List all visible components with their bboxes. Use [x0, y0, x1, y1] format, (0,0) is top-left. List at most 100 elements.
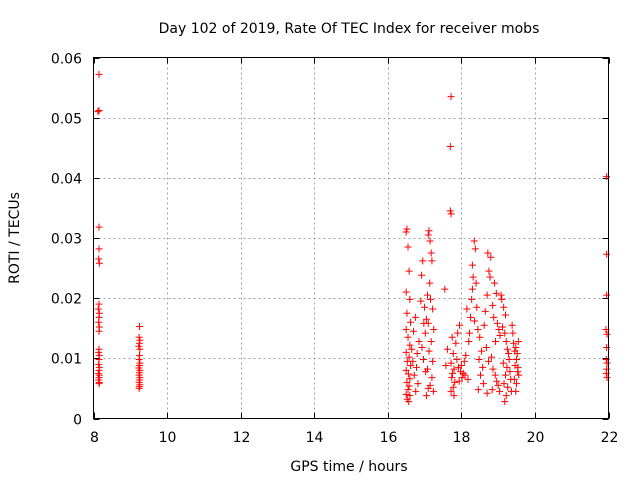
data-point: [422, 392, 430, 400]
data-point: [479, 380, 487, 388]
x-tick-label: 22: [601, 430, 619, 446]
data-point: [460, 357, 468, 365]
data-point: [419, 356, 427, 364]
data-point: [467, 313, 475, 321]
data-point: [407, 318, 415, 326]
data-point: [603, 359, 611, 367]
data-point: [95, 106, 103, 114]
data-point: [415, 337, 423, 345]
data-point: [511, 362, 519, 370]
data-point: [603, 330, 611, 338]
data-point: [136, 345, 144, 353]
data-point: [411, 313, 419, 321]
data-point: [483, 291, 491, 299]
data-point: [480, 321, 488, 329]
data-points: [94, 70, 611, 406]
data-point: [496, 387, 504, 395]
data-point: [95, 223, 103, 231]
data-point: [95, 327, 103, 335]
data-point: [406, 341, 414, 349]
data-point: [409, 357, 417, 365]
data-point: [402, 348, 410, 356]
data-point: [442, 362, 450, 370]
data-point: [502, 311, 509, 319]
data-point: [426, 295, 434, 303]
x-tick-label: 8: [90, 430, 99, 446]
data-point: [496, 331, 504, 339]
y-tick-label: 0.03: [51, 232, 82, 248]
data-point: [426, 237, 434, 245]
data-point: [95, 245, 103, 253]
y-tick-label: 0.05: [51, 112, 82, 128]
data-point: [424, 231, 432, 239]
data-point: [405, 398, 413, 406]
x-tick-label: 12: [233, 430, 251, 446]
data-point: [424, 365, 432, 373]
data-point: [412, 363, 420, 371]
data-point: [492, 337, 500, 345]
data-point: [513, 350, 521, 358]
data-point: [135, 322, 143, 330]
data-point: [461, 371, 469, 379]
data-point: [404, 243, 412, 251]
data-point: [481, 307, 489, 315]
x-tick-label: 16: [380, 430, 398, 446]
data-point: [503, 345, 511, 353]
data-point: [405, 382, 413, 390]
data-point: [419, 257, 427, 265]
data-point: [509, 329, 517, 337]
data-point: [505, 356, 513, 364]
data-point: [512, 344, 520, 352]
data-point: [95, 255, 103, 263]
data-point: [510, 339, 518, 347]
data-point: [95, 348, 103, 356]
y-tick-label: 0.01: [51, 352, 82, 368]
data-point: [487, 253, 495, 261]
data-point: [402, 366, 410, 374]
data-point: [504, 350, 512, 358]
data-point: [474, 325, 482, 333]
data-point: [456, 321, 464, 329]
x-tick-label: 14: [306, 430, 324, 446]
data-point: [486, 273, 494, 281]
data-point: [95, 318, 103, 326]
data-point: [414, 380, 422, 388]
data-point: [514, 337, 522, 345]
data-point: [412, 387, 420, 395]
data-point: [430, 325, 438, 333]
data-point: [428, 257, 436, 265]
data-point: [424, 384, 432, 392]
x-tick-label: 18: [453, 430, 471, 446]
data-point: [484, 249, 492, 257]
data-point: [454, 363, 462, 371]
data-point: [452, 339, 460, 347]
data-point: [402, 288, 410, 296]
data-point: [474, 386, 482, 394]
data-point: [493, 377, 501, 385]
data-point: [403, 378, 411, 386]
data-point: [465, 337, 473, 345]
data-point: [403, 225, 411, 233]
data-point: [463, 305, 471, 313]
data-point: [479, 363, 487, 371]
data-point: [427, 249, 435, 257]
data-point: [498, 295, 506, 303]
data-point: [429, 357, 437, 365]
data-point: [428, 374, 436, 382]
y-tick-label: 0.04: [51, 172, 82, 188]
data-point: [488, 386, 496, 394]
data-point: [500, 303, 508, 311]
data-point: [402, 325, 410, 333]
data-point: [451, 378, 459, 386]
data-point: [450, 392, 458, 400]
data-point: [462, 351, 470, 359]
y-axis-label: ROTI / TECUs: [7, 192, 23, 284]
data-point: [500, 380, 508, 388]
data-point: [513, 356, 521, 364]
data-point: [424, 319, 432, 327]
x-tick-labels: 8 10 12 14 16 18 20 22: [90, 430, 618, 446]
data-point: [406, 375, 414, 383]
data-point: [495, 325, 503, 333]
data-point: [476, 333, 484, 341]
